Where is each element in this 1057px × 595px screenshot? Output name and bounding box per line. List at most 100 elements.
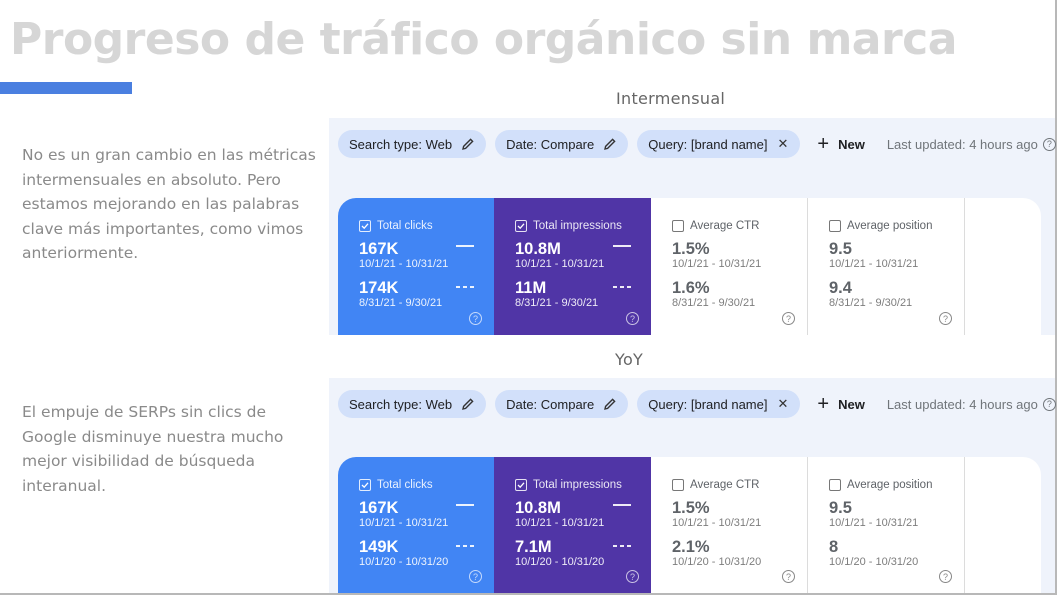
checkbox-unchecked-icon[interactable] xyxy=(829,479,841,491)
note-year-over-year: El empuje de SERPs sin clics de Google d… xyxy=(22,403,284,495)
previous-range: 8/31/21 - 9/30/21 xyxy=(359,297,443,309)
metric-card-total-clicks[interactable]: Total clicks 167K 10/1/21 - 10/31/21 174… xyxy=(338,198,494,335)
checkbox-unchecked-icon[interactable] xyxy=(672,479,684,491)
solid-line-legend-icon xyxy=(456,245,474,247)
current-value: 10.8M xyxy=(515,240,561,258)
metric-card-average-position[interactable]: Average position 9.5 10/1/21 - 10/31/21 … xyxy=(808,457,965,593)
previous-value: 2.1% xyxy=(672,538,710,556)
section-label-month-over-month: Intermensual xyxy=(616,89,726,108)
help-icon[interactable]: ? xyxy=(939,570,952,583)
new-filter-button[interactable]: + New xyxy=(817,394,864,414)
previous-range: 10/1/20 - 10/31/20 xyxy=(359,556,449,568)
dashed-line-legend-icon xyxy=(456,286,474,288)
current-range: 10/1/21 - 10/31/21 xyxy=(672,517,762,529)
current-range: 10/1/21 - 10/31/21 xyxy=(829,258,919,270)
solid-line-legend-icon xyxy=(456,504,474,506)
new-filter-label: New xyxy=(838,136,865,152)
filter-chip-date[interactable]: Date: Compare xyxy=(495,130,629,158)
new-filter-button[interactable]: + New xyxy=(817,134,864,154)
card-title: Total clicks xyxy=(377,479,433,491)
current-range: 10/1/21 - 10/31/21 xyxy=(359,258,449,270)
metric-cards: Total clicks 167K 10/1/21 - 10/31/21 174… xyxy=(338,198,1041,335)
last-updated: Last updated: 4 hours ago ? xyxy=(887,137,1056,152)
checkbox-checked-icon[interactable] xyxy=(359,479,371,491)
filter-chip-search-type[interactable]: Search type: Web xyxy=(338,130,487,158)
slide-title: Progreso de tráfico orgánico sin marca xyxy=(10,14,957,65)
solid-line-legend-icon xyxy=(613,504,631,506)
pencil-icon[interactable] xyxy=(604,398,616,410)
current-value: 1.5% xyxy=(672,499,710,517)
pencil-icon[interactable] xyxy=(604,138,616,150)
previous-range: 10/1/20 - 10/31/20 xyxy=(515,556,605,568)
pencil-icon[interactable] xyxy=(462,138,474,150)
dashed-line-legend-icon xyxy=(613,286,631,288)
current-value: 1.5% xyxy=(672,240,710,258)
help-icon[interactable]: ? xyxy=(782,570,795,583)
card-title: Total clicks xyxy=(377,220,433,232)
current-value: 167K xyxy=(359,240,399,258)
previous-value: 149K xyxy=(359,538,399,556)
solid-line-legend-icon xyxy=(613,245,631,247)
filter-chip-query[interactable]: Query: [brand name] ✕ xyxy=(637,130,801,158)
filter-chip-search-type[interactable]: Search type: Web xyxy=(338,390,487,418)
metric-card-average-position[interactable]: Average position 9.5 10/1/21 - 10/31/21 … xyxy=(808,198,965,335)
current-range: 10/1/21 - 10/31/21 xyxy=(515,258,605,270)
card-title: Total impressions xyxy=(533,220,622,232)
chip-label: Date: Compare xyxy=(506,396,595,412)
checkbox-unchecked-icon[interactable] xyxy=(672,220,684,232)
previous-range: 8/31/21 - 9/30/21 xyxy=(829,297,913,309)
help-icon[interactable]: ? xyxy=(1042,137,1056,151)
metric-card-average-ctr[interactable]: Average CTR 1.5% 10/1/21 - 10/31/21 2.1%… xyxy=(651,457,808,593)
previous-range: 8/31/21 - 9/30/21 xyxy=(672,297,756,309)
current-range: 10/1/21 - 10/31/21 xyxy=(672,258,762,270)
search-console-panel-year-over-year: Search type: Web Date: Compare Query: [b… xyxy=(329,378,1056,593)
pencil-icon[interactable] xyxy=(462,398,474,410)
chip-label: Query: [brand name] xyxy=(648,396,768,412)
help-icon[interactable]: ? xyxy=(469,570,482,583)
checkbox-checked-icon[interactable] xyxy=(359,220,371,232)
help-icon[interactable]: ? xyxy=(626,312,639,325)
help-icon[interactable]: ? xyxy=(782,312,795,325)
section-label-year-over-year: YoY xyxy=(615,350,644,369)
dashed-line-legend-icon xyxy=(456,545,474,547)
help-icon[interactable]: ? xyxy=(939,312,952,325)
close-icon[interactable]: ✕ xyxy=(777,136,789,151)
current-value: 167K xyxy=(359,499,399,517)
checkbox-checked-icon[interactable] xyxy=(515,220,527,232)
last-updated: Last updated: 4 hours ago ? xyxy=(887,397,1056,412)
previous-value: 9.4 xyxy=(829,279,852,297)
previous-range: 8/31/21 - 9/30/21 xyxy=(515,297,599,309)
previous-value: 1.6% xyxy=(672,279,710,297)
checkbox-unchecked-icon[interactable] xyxy=(829,220,841,232)
new-filter-label: New xyxy=(838,396,865,412)
metric-card-total-impressions[interactable]: Total impressions 10.8M 10/1/21 - 10/31/… xyxy=(494,198,651,335)
metric-cards: Total clicks 167K 10/1/21 - 10/31/21 149… xyxy=(338,457,1041,593)
help-icon[interactable]: ? xyxy=(1042,397,1056,411)
metric-card-average-ctr[interactable]: Average CTR 1.5% 10/1/21 - 10/31/21 1.6%… xyxy=(651,198,808,335)
checkbox-checked-icon[interactable] xyxy=(515,479,527,491)
current-range: 10/1/21 - 10/31/21 xyxy=(515,517,605,529)
last-updated-text: Last updated: 4 hours ago xyxy=(886,136,1038,152)
metric-card-total-clicks[interactable]: Total clicks 167K 10/1/21 - 10/31/21 149… xyxy=(338,457,494,593)
current-range: 10/1/21 - 10/31/21 xyxy=(359,517,449,529)
search-console-panel-month-over-month: Search type: Web Date: Compare Query: [b… xyxy=(329,118,1056,335)
metric-card-total-impressions[interactable]: Total impressions 10.8M 10/1/21 - 10/31/… xyxy=(494,457,651,593)
help-icon[interactable]: ? xyxy=(626,570,639,583)
previous-value: 7.1M xyxy=(515,538,552,556)
last-updated-text: Last updated: 4 hours ago xyxy=(886,396,1038,412)
chip-label: Date: Compare xyxy=(506,136,595,152)
previous-value: 11M xyxy=(515,279,547,297)
chip-label: Query: [brand name] xyxy=(648,136,768,152)
title-accent-bar xyxy=(0,82,132,94)
current-value: 9.5 xyxy=(829,240,852,258)
filter-chip-query[interactable]: Query: [brand name] ✕ xyxy=(637,390,801,418)
current-value: 9.5 xyxy=(829,499,852,517)
filter-chip-date[interactable]: Date: Compare xyxy=(495,390,629,418)
previous-value: 8 xyxy=(829,538,839,556)
dashed-line-legend-icon xyxy=(613,545,631,547)
chip-label: Search type: Web xyxy=(349,396,453,412)
help-icon[interactable]: ? xyxy=(469,312,482,325)
close-icon[interactable]: ✕ xyxy=(777,396,789,411)
card-title: Average position xyxy=(847,479,933,491)
